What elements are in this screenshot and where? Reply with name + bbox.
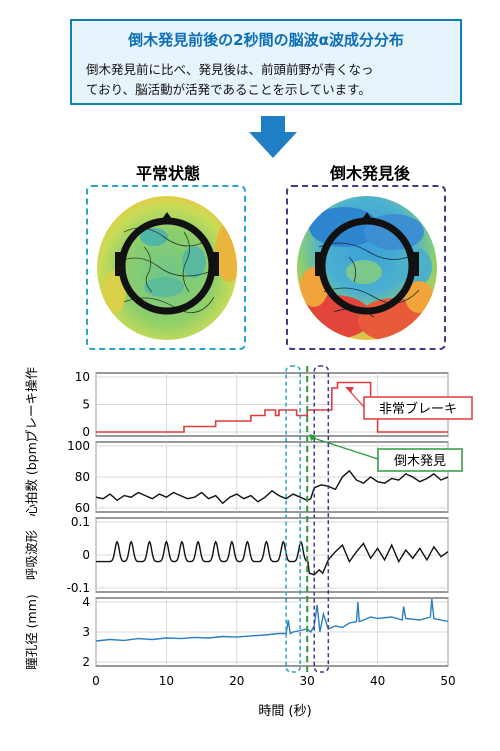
series-line-heart_rate (95, 469, 449, 505)
down-arrow-icon (249, 116, 297, 158)
x-tick-label: 10 (159, 674, 174, 688)
series-line-brake (96, 381, 448, 433)
discovery-callout-leader (309, 436, 379, 460)
y-axis-label: 心拍数 (bpm) (24, 437, 39, 516)
y-tick-label: 0 (82, 425, 90, 439)
normal-state-label: 平常状態 (135, 164, 200, 183)
x-tick-label: 20 (229, 674, 244, 688)
brake-callout-box (363, 396, 473, 420)
after-discovery-frame (286, 185, 446, 350)
brake-callout-label: 非常ブレーキ (379, 401, 457, 417)
y-axis-label: 呼吸波形 (24, 530, 39, 581)
y-tick-label: 3 (82, 625, 90, 639)
x-tick-label: 30 (300, 674, 315, 688)
x-tick-label: 0 (92, 674, 100, 688)
subplot-heart_rate: 60 80 100 心拍数 (bpm) (24, 437, 449, 517)
summary-title: 倒木発見前後の2秒間の脳波α波成分分布 (128, 31, 404, 49)
y-tick-label: 0.1 (71, 515, 90, 529)
y-tick-label: 2 (82, 655, 90, 669)
normal-state-frame (86, 185, 246, 350)
y-tick-label: 0 (82, 548, 90, 562)
eeg-map-after (297, 196, 437, 340)
y-axis-label: 瞳孔径 (mm) (24, 594, 39, 670)
y-tick-label: 100 (67, 439, 90, 453)
summary-line-2: ており、脳活動が活発であることを示しています。 (86, 82, 371, 97)
discovery-callout-arrowhead (309, 434, 318, 441)
y-tick-label: 5 (82, 398, 90, 412)
series-line-respiration (96, 540, 449, 576)
summary-box: 倒木発見前後の2秒間の脳波α波成分分布 倒木発見前に比べ、発見後は、前頭前野が青… (70, 19, 462, 105)
y-tick-label: 10 (75, 370, 90, 384)
y-axis-label: ブレーキ操作 (24, 367, 39, 443)
series-line-pupil (95, 598, 449, 642)
x-tick-label: 40 (370, 674, 385, 688)
after-discovery-label: 倒木発見後 (329, 164, 410, 183)
y-tick-label: 60 (75, 501, 90, 515)
y-tick-label: 80 (75, 470, 90, 484)
summary-line-1: 倒木発見前に比べ、発見後は、前頭前野が青くなっ (86, 62, 374, 77)
x-tick-label: 50 (440, 674, 455, 688)
eeg-map-normal (97, 196, 237, 340)
y-tick-label: 4 (82, 595, 90, 609)
brake-callout-arrowhead (345, 387, 354, 393)
subplot-respiration: -0.1 0 0.1 呼吸波形 (24, 515, 449, 595)
y-tick-label: -0.1 (67, 581, 90, 595)
x-axis-label: 時間 (秒) (258, 704, 311, 719)
subplot-pupil: 2 3 4 瞳孔径 (mm) (24, 594, 449, 670)
discovery-callout-label: 倒木発見 (394, 454, 446, 469)
window-after-frame (313, 365, 330, 673)
discovery-callout-box (377, 448, 463, 472)
window-before-frame (285, 365, 301, 673)
